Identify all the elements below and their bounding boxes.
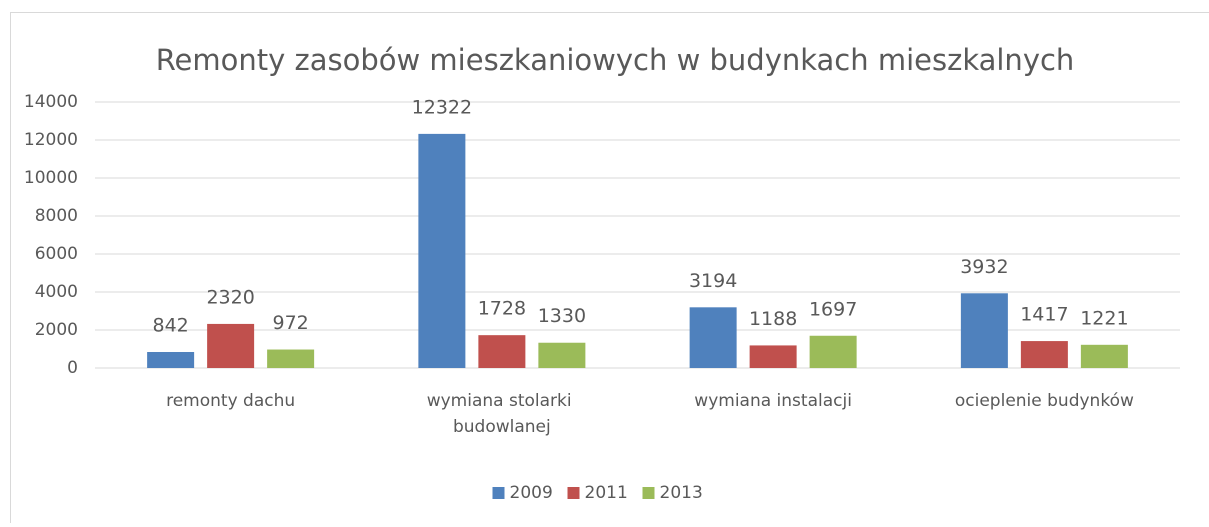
data-label: 1697 <box>809 298 857 320</box>
y-tick-label: 4000 <box>35 282 78 302</box>
bar <box>810 336 857 368</box>
data-label: 1221 <box>1080 307 1128 329</box>
y-tick-label: 0 <box>67 358 78 378</box>
data-label: 2320 <box>206 286 254 308</box>
x-tick-label: wymiana stolarki budowlanej <box>427 391 577 437</box>
y-tick-label: 12000 <box>24 130 78 150</box>
bar <box>418 134 465 368</box>
data-label: 972 <box>272 312 308 334</box>
y-tick-label: 8000 <box>35 206 78 226</box>
bar <box>207 324 254 368</box>
y-tick-label: 14000 <box>24 92 78 112</box>
bar <box>1081 345 1128 368</box>
legend-label: 2011 <box>585 483 628 503</box>
legend-swatch <box>568 487 580 499</box>
data-label: 1728 <box>478 298 526 320</box>
bar <box>147 352 194 368</box>
chart-title: Remonty zasobów mieszkaniowych w budynka… <box>156 43 1075 77</box>
bar <box>538 343 585 368</box>
bar <box>750 345 797 368</box>
y-tick-label: 2000 <box>35 320 78 340</box>
x-tick-label: remonty dachu <box>166 391 295 411</box>
legend-label: 2013 <box>660 483 703 503</box>
legend-label: 2009 <box>510 483 553 503</box>
data-label: 12322 <box>412 96 472 118</box>
data-label: 3194 <box>689 270 737 292</box>
data-label: 3932 <box>960 256 1008 278</box>
data-label: 842 <box>152 315 188 337</box>
bar <box>267 350 314 368</box>
chart-frame <box>11 13 1209 524</box>
data-label: 1330 <box>538 305 586 327</box>
data-label: 1188 <box>749 308 797 330</box>
legend-swatch <box>493 487 505 499</box>
x-tick-label: ocieplenie budynków <box>955 391 1134 411</box>
y-tick-label: 6000 <box>35 244 78 264</box>
bar <box>478 335 525 368</box>
x-tick-label: wymiana instalacji <box>694 391 852 411</box>
legend-swatch <box>643 487 655 499</box>
y-tick-label: 10000 <box>24 168 78 188</box>
data-label: 1417 <box>1020 304 1068 326</box>
bar <box>1021 341 1068 368</box>
bar <box>690 307 737 368</box>
bar <box>961 293 1008 368</box>
